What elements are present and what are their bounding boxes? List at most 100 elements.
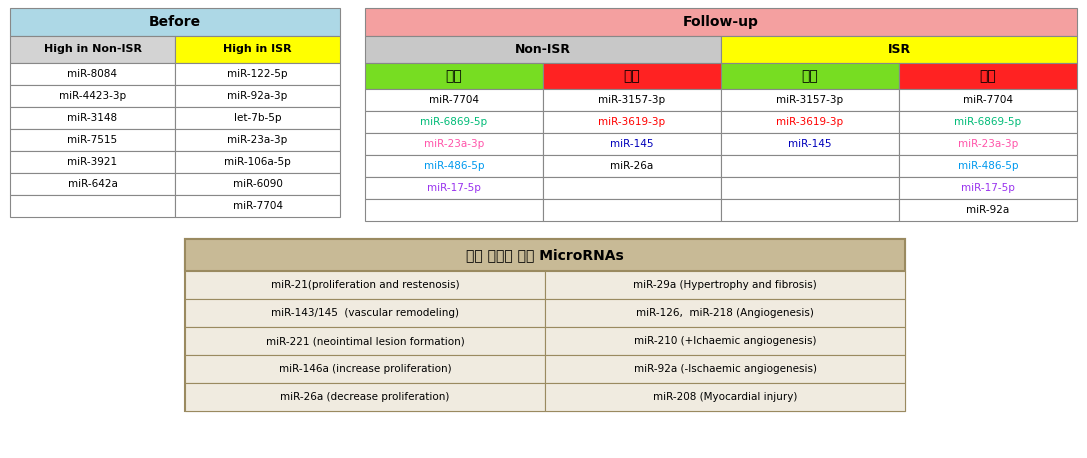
Text: let-7b-5p: let-7b-5p bbox=[234, 113, 282, 123]
Bar bbox=[544, 177, 721, 199]
Bar bbox=[10, 173, 175, 195]
Text: 감소: 감소 bbox=[446, 69, 462, 83]
Text: ISR: ISR bbox=[887, 43, 911, 56]
Bar bbox=[899, 133, 1077, 155]
Bar bbox=[544, 155, 721, 177]
Bar bbox=[544, 133, 721, 155]
Text: High in ISR: High in ISR bbox=[223, 44, 291, 55]
Text: miR-3157-3p: miR-3157-3p bbox=[776, 95, 844, 105]
Text: miR-145: miR-145 bbox=[788, 139, 832, 149]
Bar bbox=[10, 36, 175, 63]
Text: miR-92a: miR-92a bbox=[966, 205, 1010, 215]
Bar bbox=[365, 36, 721, 63]
Text: miR-26a: miR-26a bbox=[611, 161, 653, 171]
Text: miR-8084: miR-8084 bbox=[67, 69, 117, 79]
Text: miR-21(proliferation and restenosis): miR-21(proliferation and restenosis) bbox=[271, 280, 460, 290]
Bar bbox=[365, 8, 1077, 36]
Text: miR-17-5p: miR-17-5p bbox=[427, 183, 480, 193]
Bar bbox=[544, 63, 721, 89]
Bar bbox=[365, 133, 544, 155]
Bar bbox=[10, 63, 175, 85]
Bar bbox=[544, 111, 721, 133]
Bar bbox=[721, 133, 899, 155]
Text: miR-145: miR-145 bbox=[610, 139, 653, 149]
Text: miR-6869-5p: miR-6869-5p bbox=[954, 117, 1022, 127]
Bar bbox=[545, 271, 905, 299]
Text: miR-3619-3p: miR-3619-3p bbox=[599, 117, 665, 127]
Bar bbox=[544, 89, 721, 111]
Text: miR-6869-5p: miR-6869-5p bbox=[421, 117, 488, 127]
Bar bbox=[10, 151, 175, 173]
Bar bbox=[175, 63, 340, 85]
Bar bbox=[899, 111, 1077, 133]
Bar bbox=[175, 107, 340, 129]
Text: miR-26a (decrease proliferation): miR-26a (decrease proliferation) bbox=[280, 392, 450, 402]
Bar bbox=[175, 195, 340, 217]
Text: miR-17-5p: miR-17-5p bbox=[961, 183, 1015, 193]
Text: miR-486-5p: miR-486-5p bbox=[958, 161, 1019, 171]
Text: miR-221 (neointimal lesion formation): miR-221 (neointimal lesion formation) bbox=[265, 336, 464, 346]
Bar bbox=[185, 239, 905, 271]
Bar bbox=[545, 299, 905, 327]
Text: miR-7515: miR-7515 bbox=[67, 135, 117, 145]
Bar bbox=[10, 8, 340, 36]
Text: High in Non-ISR: High in Non-ISR bbox=[43, 44, 141, 55]
Text: miR-92a-3p: miR-92a-3p bbox=[227, 91, 288, 101]
Bar bbox=[899, 177, 1077, 199]
Bar bbox=[185, 271, 545, 299]
Text: Before: Before bbox=[149, 15, 201, 29]
Text: Non-ISR: Non-ISR bbox=[515, 43, 571, 56]
Text: miR-3148: miR-3148 bbox=[67, 113, 117, 123]
Text: miR-486-5p: miR-486-5p bbox=[424, 161, 484, 171]
Bar bbox=[721, 177, 899, 199]
Text: miR-23a-3p: miR-23a-3p bbox=[424, 139, 484, 149]
Text: miR-7704: miR-7704 bbox=[429, 95, 479, 105]
Bar bbox=[721, 199, 899, 221]
Text: miR-122-5p: miR-122-5p bbox=[227, 69, 288, 79]
Bar bbox=[721, 63, 899, 89]
Text: miR-3157-3p: miR-3157-3p bbox=[599, 95, 665, 105]
Text: miR-126,  miR-218 (Angiogenesis): miR-126, miR-218 (Angiogenesis) bbox=[636, 308, 814, 318]
Bar bbox=[545, 355, 905, 383]
Bar bbox=[365, 111, 544, 133]
Bar bbox=[365, 89, 544, 111]
Text: miR-6090: miR-6090 bbox=[233, 179, 283, 189]
Bar bbox=[365, 155, 544, 177]
Text: miR-23a-3p: miR-23a-3p bbox=[958, 139, 1019, 149]
Bar bbox=[721, 155, 899, 177]
Bar bbox=[899, 89, 1077, 111]
Bar bbox=[10, 107, 175, 129]
Text: Follow-up: Follow-up bbox=[683, 15, 759, 29]
Bar bbox=[175, 36, 340, 63]
Text: 감소: 감소 bbox=[801, 69, 819, 83]
Text: 증가: 증가 bbox=[624, 69, 640, 83]
Text: miR-3619-3p: miR-3619-3p bbox=[776, 117, 844, 127]
Text: miR-23a-3p: miR-23a-3p bbox=[227, 135, 288, 145]
Text: miR-208 (Myocardial injury): miR-208 (Myocardial injury) bbox=[653, 392, 797, 402]
Bar bbox=[175, 151, 340, 173]
Bar bbox=[545, 327, 905, 355]
Text: miR-92a (-Ischaemic angiogenesis): miR-92a (-Ischaemic angiogenesis) bbox=[634, 364, 816, 374]
Text: 혁관 재협착 관련 MicroRNAs: 혁관 재협착 관련 MicroRNAs bbox=[466, 248, 624, 262]
Bar bbox=[544, 199, 721, 221]
Bar bbox=[365, 63, 544, 89]
Text: miR-146a (increase proliferation): miR-146a (increase proliferation) bbox=[278, 364, 451, 374]
Text: miR-7704: miR-7704 bbox=[963, 95, 1013, 105]
Bar bbox=[185, 355, 545, 383]
Bar bbox=[365, 199, 544, 221]
Bar bbox=[10, 195, 175, 217]
Bar bbox=[185, 239, 905, 411]
Text: miR-4423-3p: miR-4423-3p bbox=[59, 91, 126, 101]
Bar bbox=[365, 177, 544, 199]
Text: miR-29a (Hypertrophy and fibrosis): miR-29a (Hypertrophy and fibrosis) bbox=[633, 280, 816, 290]
Text: miR-210 (+Ichaemic angiogenesis): miR-210 (+Ichaemic angiogenesis) bbox=[634, 336, 816, 346]
Text: miR-106a-5p: miR-106a-5p bbox=[224, 157, 291, 167]
Bar bbox=[10, 85, 175, 107]
Bar bbox=[899, 199, 1077, 221]
Text: 증가: 증가 bbox=[979, 69, 997, 83]
Bar bbox=[175, 85, 340, 107]
Bar bbox=[185, 299, 545, 327]
Bar bbox=[175, 129, 340, 151]
Bar bbox=[721, 89, 899, 111]
Bar bbox=[545, 383, 905, 411]
